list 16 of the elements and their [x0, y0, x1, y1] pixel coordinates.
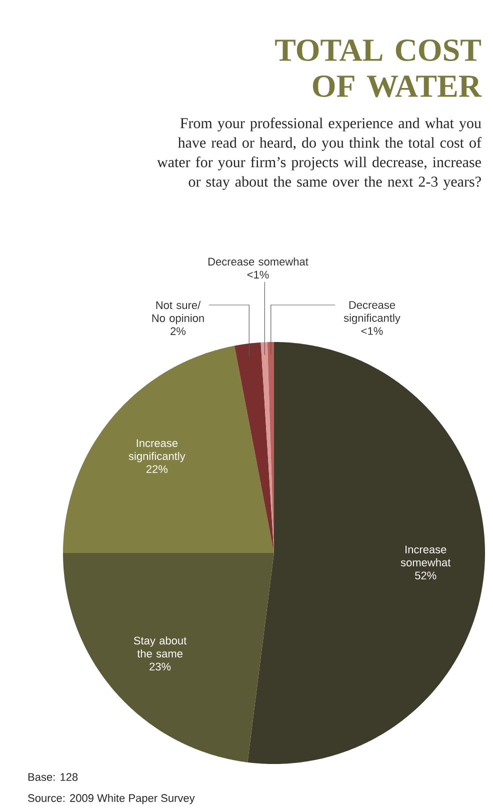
slice-label: Not sure/ No opinion	[152, 300, 204, 324]
chart-subtitle: From your professional experience and what you have read or heard, do you think the total cost of water for your firm’s projects will decrease, increase or stay about the same over the next 2-3 years?	[157, 118, 482, 190]
source-note: Source: 2009 White Paper Survey	[28, 794, 195, 804]
slice-label: Increase significantly	[128, 439, 186, 462]
data-label: <1%	[247, 270, 269, 279]
data-label: 22%	[146, 465, 168, 473]
slice-label: Decrease somewhat	[208, 257, 308, 266]
slice-label: Decrease significantly	[344, 301, 400, 324]
slice-label: Stay about the same	[134, 636, 187, 658]
text: Base: 128	[28, 773, 78, 781]
data-label: 2%	[170, 327, 186, 336]
data-label: 23%	[150, 662, 171, 671]
data-label: 52%	[415, 572, 436, 580]
data-label: <1%	[361, 327, 383, 335]
slice-label: Increase somewhat	[400, 546, 451, 566]
chart-title: TOTAL COST OF WATER	[275, 40, 482, 98]
